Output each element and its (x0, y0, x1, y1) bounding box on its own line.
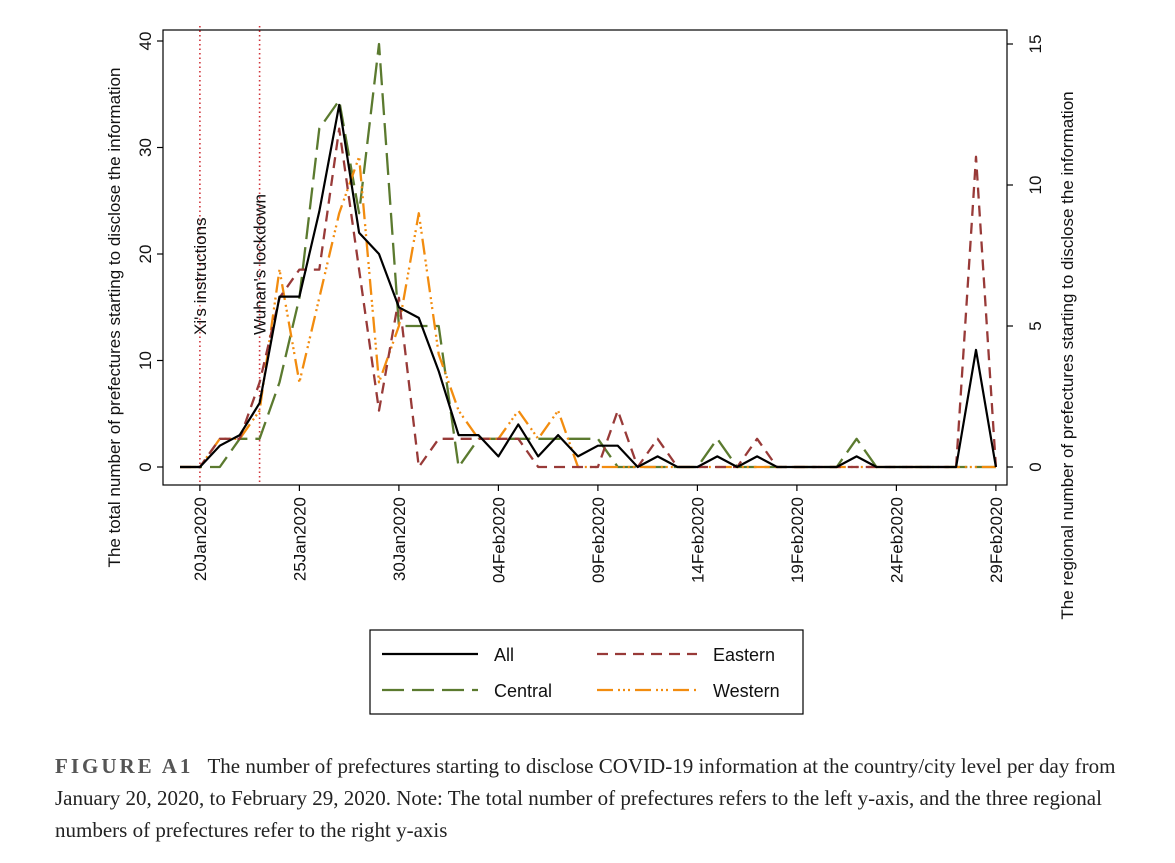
series-line-eastern (180, 127, 998, 469)
caption-label: FIGURE A1 (55, 754, 194, 778)
y-right-tick-label: 0 (1026, 462, 1045, 471)
annotations: Xi's instructions Wuhan's lockdown (191, 26, 270, 485)
caption-text: The number of prefectures starting to di… (55, 754, 1116, 842)
x-tick-label: 30Jan2020 (390, 497, 409, 581)
y-left-tick-label: 20 (136, 245, 155, 264)
x-tick-label: 19Feb2020 (788, 497, 807, 583)
y-left-axis-title: The total number of prefectures starting… (105, 68, 124, 568)
figure-caption: FIGURE A1 The number of prefectures start… (55, 750, 1145, 846)
annotation-label-xi-s-instructions: Xi's instructions (191, 217, 210, 335)
y-left-tick-label: 0 (136, 462, 155, 471)
x-tick-label: 14Feb2020 (688, 497, 707, 583)
y-right-tick-label: 15 (1026, 35, 1045, 54)
series-lines (180, 42, 998, 469)
x-tick-label: 20Jan2020 (191, 497, 210, 581)
legend-box (369, 629, 804, 715)
x-tick-label: 04Feb2020 (489, 497, 508, 583)
legend-label-eastern: Eastern (713, 645, 775, 665)
series-line-central (180, 42, 996, 469)
x-tick-label: 29Feb2020 (987, 497, 1006, 583)
legend-label-all: All (494, 645, 514, 665)
y-left-tick-label: 40 (136, 32, 155, 51)
series-line-all (180, 103, 997, 469)
y-right-tick-label: 5 (1026, 321, 1045, 330)
axes: 0 10 20 30 40 0 5 10 15 20Jan2020 25Jan2020 30Jan20… (105, 29, 1077, 620)
y-left-tick-label: 10 (136, 351, 155, 370)
annotation-label-wuhan-s-lockdown: Wuhan's lockdown (251, 194, 270, 335)
legend-label-central: Central (494, 681, 552, 701)
series-line-western (180, 155, 996, 469)
chart: 0 10 20 30 40 0 5 10 15 20Jan2020 25Jan2020 30Jan20… (105, 26, 1077, 715)
x-tick-label: 25Jan2020 (290, 497, 309, 581)
legend: All Eastern Central Western (369, 629, 804, 715)
x-tick-label: 24Feb2020 (887, 497, 906, 583)
plot-frame (162, 29, 1008, 486)
y-left-tick-label: 30 (136, 138, 155, 157)
x-tick-label: 09Feb2020 (589, 497, 608, 583)
y-right-tick-label: 10 (1026, 176, 1045, 195)
y-right-axis-title: The regional number of prefectures start… (1058, 91, 1077, 619)
legend-label-western: Western (713, 681, 780, 701)
